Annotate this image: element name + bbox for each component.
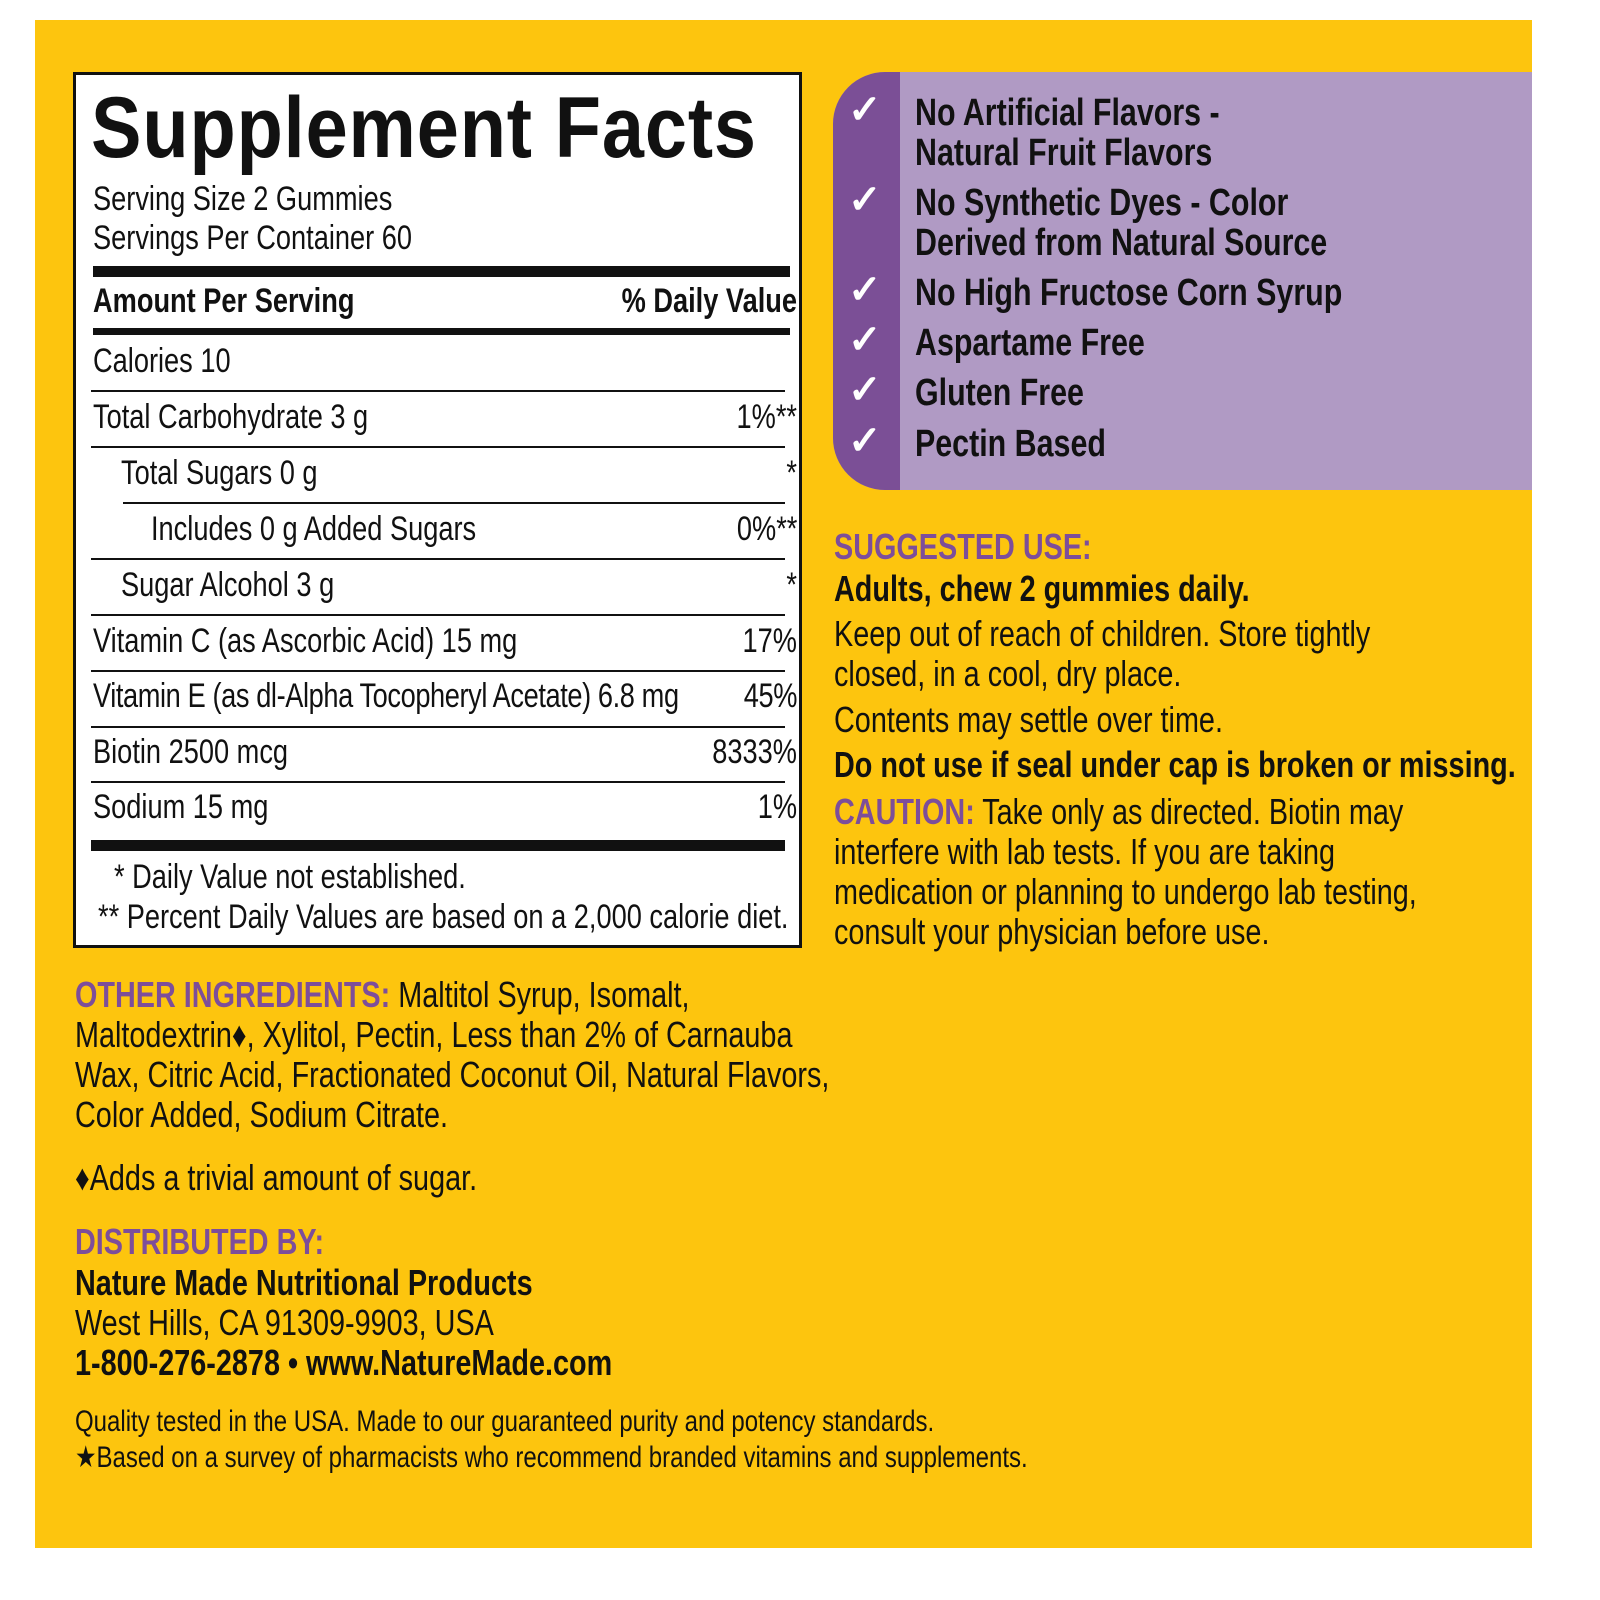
serving-size: Serving Size 2 Gummies [93,180,393,218]
nutrient-row: Sodium 15 mg 1% [93,787,797,827]
divider [91,781,785,783]
distributor-contact: 1-800-276-2878 • www.NatureMade.com [75,1342,613,1383]
nutrient-name: Total Sugars 0 g [121,454,318,492]
nutrient-name: Vitamin E (as dl-Alpha Tocopheryl Acetat… [93,677,679,715]
footnote-percent-dv: ** Percent Daily Values are based on a 2… [98,898,789,936]
nutrient-dv: 0%** [736,510,798,548]
checkmark-icon: ✓ [848,268,882,312]
claim-pectin-based: Pectin Based [915,423,1106,465]
nutrient-name: Biotin 2500 mcg [93,733,289,771]
nutrient-row: Vitamin C (as Ascorbic Acid) 15 mg 17% [93,621,797,661]
checkmark-icon: ✓ [848,318,882,362]
divider-thick [93,266,790,277]
checkmark-icon: ✓ [848,419,882,463]
nutrient-row: Biotin 2500 mcg 8333% [93,732,797,772]
claim-gluten-free: Gluten Free [915,372,1084,414]
facts-title: Supplement Facts [91,80,757,176]
nutrient-name: Vitamin C (as Ascorbic Acid) 15 mg [93,622,518,660]
divider [91,670,785,672]
suggested-use-heading: SUGGESTED USE: [834,526,1092,567]
nutrient-name: Sugar Alcohol 3 g [121,566,335,604]
nutrient-row: Total Sugars 0 g * [121,453,797,493]
divider [91,726,785,728]
nutrient-dv: * [786,454,797,492]
claims-strip [833,72,900,490]
directions: Adults, chew 2 gummies daily. [834,568,1250,609]
nutrient-name: Calories 10 [93,342,231,380]
claim-no-artificial-flavors: No Artificial Flavors - Natural Fruit Fla… [915,92,1220,174]
nutrient-name: Sodium 15 mg [93,788,269,826]
distributed-by-heading: DISTRIBUTED BY: [75,1221,325,1262]
nutrient-name: Includes 0 g Added Sugars [151,510,477,548]
divider-medium [93,328,790,335]
distributor-address: West Hills, CA 91309-9903, USA [75,1302,494,1343]
ingredients-heading: OTHER INGREDIENTS: [75,974,391,1015]
dv-header: % Daily Value [621,282,797,320]
servings-per-container: Servings Per Container 60 [93,219,413,257]
divider [91,390,785,392]
nutrient-row: Vitamin E (as dl-Alpha Tocopheryl Acetat… [93,676,797,716]
divider [91,446,785,448]
nutrient-dv: 8333% [712,733,797,771]
nutrient-dv: 1% [757,788,797,826]
nutrient-dv: 17% [742,622,797,660]
seal-warning: Do not use if seal under cap is broken o… [834,744,1516,785]
nutrient-row: Includes 0 g Added Sugars 0%** [151,509,797,549]
other-ingredients: OTHER INGREDIENTS: Maltitol Syrup, Isoma… [75,974,830,1135]
divider [91,558,785,560]
footnote-dv-not-established: * Daily Value not established. [114,858,466,896]
nutrient-row: Calories 10 [93,341,797,381]
divider [123,502,785,504]
nutrient-dv: 1%** [736,398,797,436]
settle-text: Contents may settle over time. [834,699,1223,740]
caution-heading: CAUTION: [834,791,975,832]
quality-statement: Quality tested in the USA. Made to our g… [75,1405,935,1438]
nutrient-row: Total Carbohydrate 3 g 1%** [93,397,797,437]
nutrient-name: Total Carbohydrate 3 g [93,398,369,436]
amount-header: Amount Per Serving [93,282,355,320]
claim-no-hfcs: No High Fructose Corn Syrup [915,272,1343,314]
divider-thick [91,840,785,851]
claim-aspartame-free: Aspartame Free [915,322,1145,364]
claims-panel [833,72,1532,490]
nutrient-dv: 45% [743,677,798,715]
distributor-name: Nature Made Nutritional Products [75,1262,533,1303]
storage-text: Keep out of reach of children. Store tig… [834,613,1371,694]
checkmark-icon: ✓ [848,178,882,222]
sugar-note: ♦Adds a trivial amount of sugar. [75,1157,478,1198]
nutrient-dv: * [786,566,797,604]
pharmacist-survey-note: ★Based on a survey of pharmacists who re… [75,1441,1028,1474]
caution-text: CAUTION: Take only as directed. Biotin m… [834,791,1417,952]
facts-header: Amount Per Serving % Daily Value [93,281,797,321]
claim-no-synthetic-dyes: No Synthetic Dyes - Color Derived from Na… [915,182,1328,264]
nutrient-row: Sugar Alcohol 3 g * [121,565,797,605]
supplement-facts-panel: Supplement Facts Serving Size 2 Gummies … [73,72,802,948]
divider [91,614,785,616]
checkmark-icon: ✓ [848,368,882,412]
checkmark-icon: ✓ [848,88,882,132]
